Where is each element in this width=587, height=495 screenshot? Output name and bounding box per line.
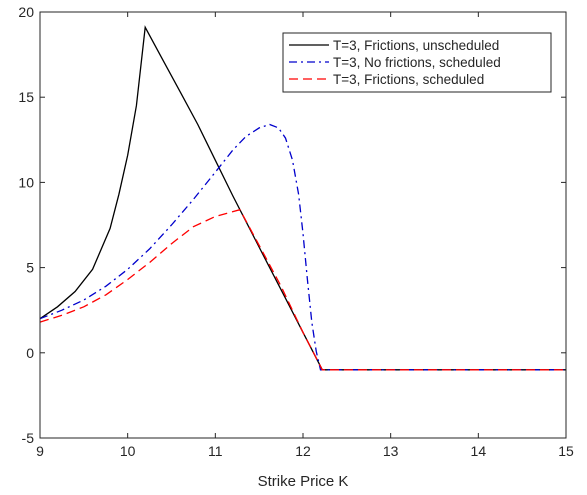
x-axis-label: Strike Price K <box>258 473 349 490</box>
y-tick-label: -5 <box>22 430 35 446</box>
y-tick-label: 10 <box>18 174 34 190</box>
series-line-3 <box>39 208 566 371</box>
legend-entry-label: T=3, Frictions, unscheduled <box>333 38 499 53</box>
y-tick-label: 0 <box>26 345 34 361</box>
y-tick-label: 15 <box>18 89 34 105</box>
x-tick-label: 11 <box>208 443 223 459</box>
x-tick-label: 13 <box>383 443 399 459</box>
y-tick-label: 5 <box>26 260 34 276</box>
legend-entry-label: T=3, No frictions, scheduled <box>333 55 501 70</box>
x-tick-label: 12 <box>295 443 311 459</box>
axes-layer: 9 10 11 12 13 14 15 -5 0 5 10 15 20 <box>18 4 574 459</box>
legend: T=3, Frictions, unscheduled T=3, No frict… <box>282 32 552 93</box>
y-tick-label: 20 <box>18 4 34 20</box>
series-layer <box>39 25 566 371</box>
x-tick-label: 14 <box>471 443 487 459</box>
x-tick-label: 10 <box>120 443 136 459</box>
x-tick-label: 15 <box>558 443 574 459</box>
x-tick-label: 9 <box>36 443 44 459</box>
legend-entry-label: T=3, Frictions, scheduled <box>333 72 484 87</box>
